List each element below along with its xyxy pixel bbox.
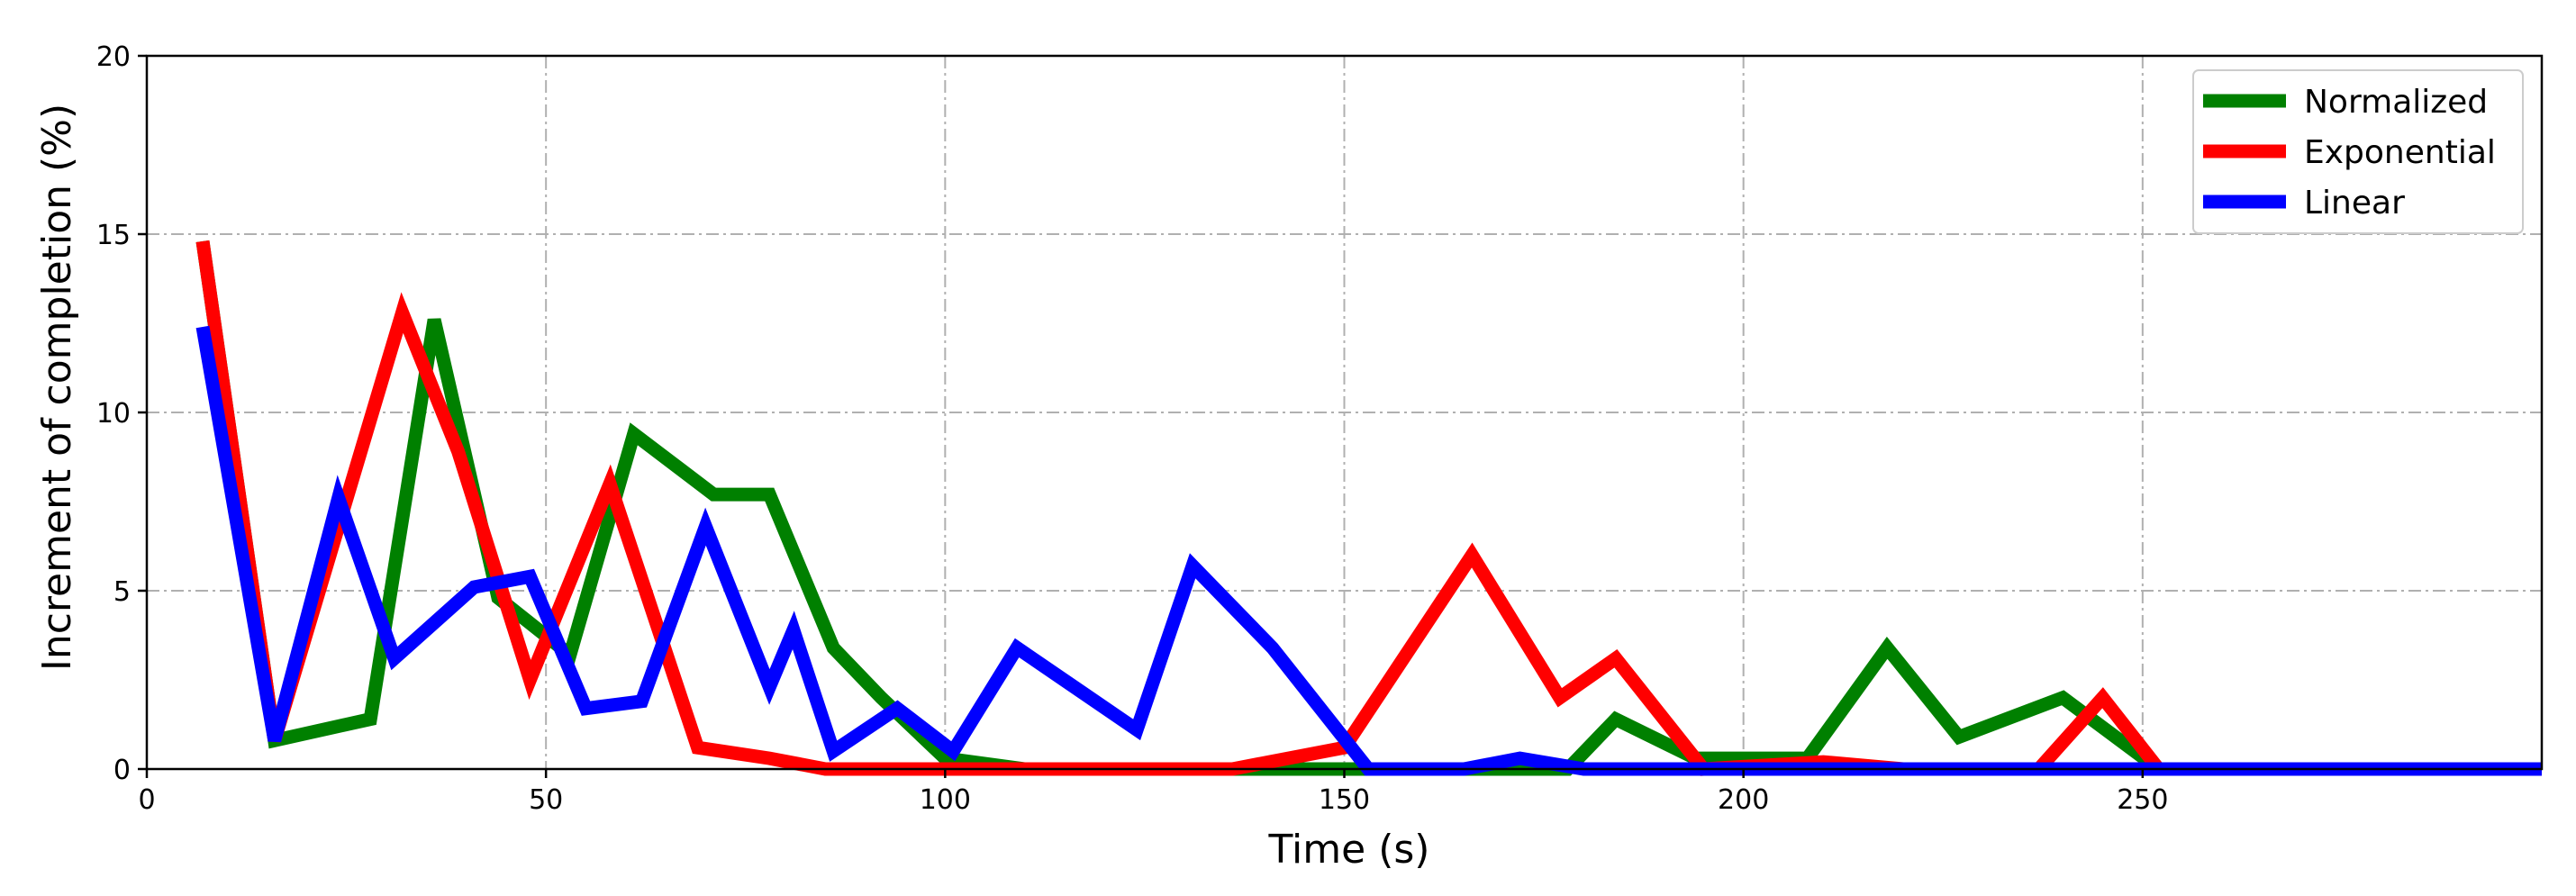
x-tick-label: 150: [1319, 784, 1370, 816]
legend: Normalized Exponential Linear: [2192, 69, 2524, 234]
x-tick-label: 100: [920, 784, 971, 816]
y-axis-title: Increment of completion (%): [34, 104, 80, 671]
series-line-linear: [195, 325, 2542, 776]
x-tick-label: 0: [138, 784, 155, 816]
y-tick-label: 0: [113, 755, 131, 786]
legend-label-normalized: Normalized: [2304, 84, 2488, 121]
x-tick-label: 50: [529, 784, 563, 816]
x-tick-label: 200: [1718, 784, 1769, 816]
y-tick-label: 15: [96, 220, 131, 251]
x-tick-label: 250: [2117, 784, 2168, 816]
x-axis-title: Time (s): [1268, 827, 1430, 873]
legend-label-exponential: Exponential: [2304, 134, 2496, 171]
axis-ticks: 0 50 100 150 200 250 0 5 10 15 20: [96, 41, 2169, 816]
y-tick-label: 10: [96, 398, 131, 430]
legend-label-linear: Linear: [2304, 185, 2405, 222]
legend-frame: [2192, 69, 2524, 234]
y-tick-label: 20: [96, 41, 131, 73]
y-tick-label: 5: [113, 576, 131, 608]
